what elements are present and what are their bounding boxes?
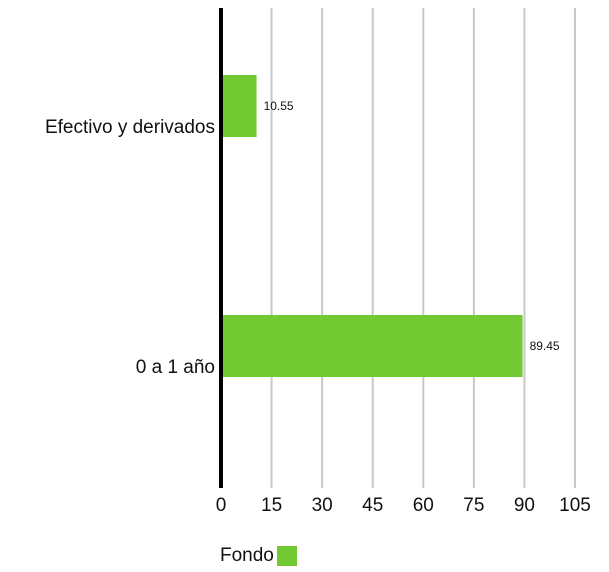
x-tick-label-15: 15 (261, 495, 282, 516)
category-label-0: Efectivo y derivados (45, 117, 215, 138)
data-label-1: 89.45 (530, 339, 560, 353)
bar-0 (221, 75, 257, 137)
bar-1 (221, 315, 523, 377)
legend-swatch (276, 546, 297, 566)
x-tick-label-90: 90 (514, 495, 535, 516)
x-tick-label-60: 60 (413, 495, 434, 516)
x-tick-label-105: 105 (559, 495, 591, 516)
legend-label: Fondo (220, 545, 274, 566)
data-label-0: 10.55 (264, 99, 294, 113)
category-label-1: 0 a 1 año (136, 357, 215, 378)
legend: Fondo (220, 545, 297, 567)
x-tick-label-75: 75 (463, 495, 484, 516)
x-tick-label-30: 30 (312, 495, 333, 516)
x-tick-label-0: 0 (216, 495, 227, 516)
x-tick-label-45: 45 (362, 495, 383, 516)
